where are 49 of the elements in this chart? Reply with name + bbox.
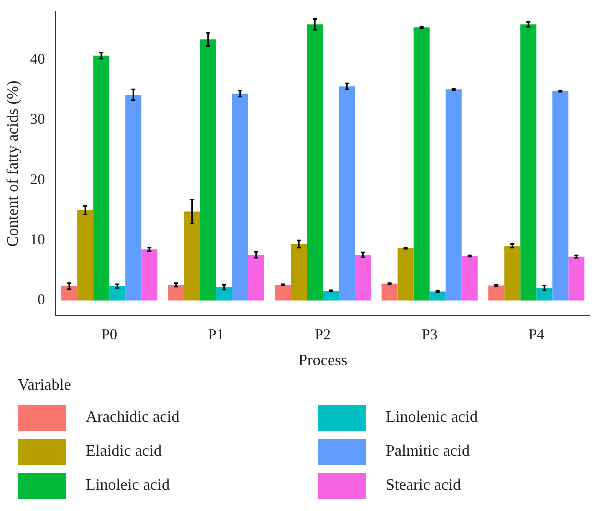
- legend-label: Arachidic acid: [86, 409, 180, 427]
- bar: [94, 56, 110, 301]
- bar: [382, 284, 398, 301]
- legend-label: Elaidic acid: [86, 443, 162, 461]
- bar: [414, 28, 430, 301]
- legend-label: Linoleic acid: [86, 477, 170, 495]
- y-tick-label: 20: [30, 172, 46, 188]
- bar: [232, 94, 248, 301]
- bar: [126, 95, 142, 301]
- y-tick-label: 30: [30, 112, 46, 128]
- bar: [552, 91, 569, 301]
- y-tick-label: 10: [30, 232, 46, 249]
- bar: [355, 255, 372, 301]
- bar: [307, 24, 324, 301]
- y-tick-label: 0: [38, 292, 46, 309]
- bar: [78, 210, 94, 301]
- bar: [62, 286, 78, 301]
- legend-label: Linolenic acid: [386, 409, 478, 427]
- bar: [184, 212, 200, 301]
- bar: [168, 285, 184, 301]
- x-tick-label: P2: [315, 328, 332, 344]
- x-tick-label: P1: [208, 328, 224, 344]
- x-tick-label: P0: [102, 328, 118, 344]
- bar: [216, 288, 232, 301]
- bar: [200, 40, 216, 301]
- bar: [462, 256, 478, 301]
- bar: [430, 292, 446, 301]
- bar: [398, 248, 414, 301]
- bar: [504, 246, 521, 301]
- x-tick-label: P3: [422, 328, 438, 344]
- bar: [339, 86, 356, 301]
- bar: [110, 286, 126, 301]
- legend-label: Stearic acid: [386, 477, 462, 495]
- bar: [323, 291, 340, 301]
- bar: [536, 288, 553, 301]
- legend-title: Variable: [18, 377, 72, 395]
- y-axis-title: Content of fatty acids (%): [4, 80, 22, 247]
- bar: [446, 90, 462, 301]
- bar: [142, 250, 158, 301]
- y-tick-label: 40: [30, 52, 46, 68]
- bar: [291, 244, 308, 301]
- legend-label: Palmitic acid: [386, 443, 470, 461]
- x-axis-title: Process: [298, 352, 348, 370]
- bar: [520, 24, 537, 301]
- bar: [248, 255, 264, 301]
- bar: [488, 286, 505, 301]
- x-tick-label: P4: [528, 328, 546, 344]
- bar: [568, 256, 585, 301]
- bar: [275, 285, 292, 301]
